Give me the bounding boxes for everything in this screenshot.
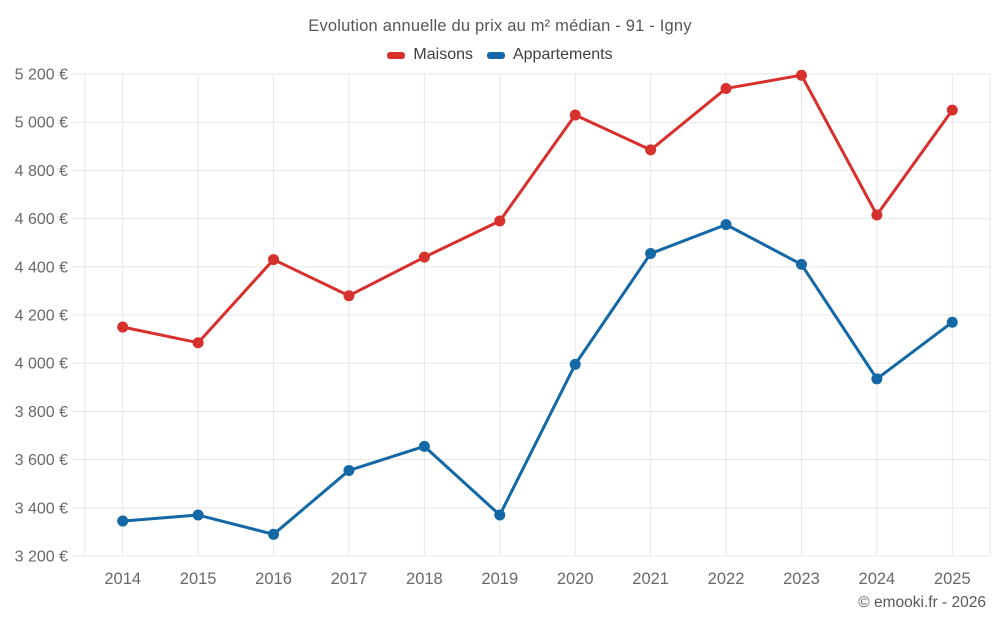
legend-swatch-maisons: [387, 51, 406, 59]
data-point-maisons-2020[interactable]: [569, 109, 581, 121]
x-tick-label: 2020: [557, 570, 594, 588]
data-point-appartements-2020[interactable]: [569, 358, 581, 370]
data-point-appartements-2023[interactable]: [795, 258, 807, 270]
legend-item-maisons[interactable]: Maisons: [387, 46, 473, 64]
data-point-maisons-2016[interactable]: [268, 254, 280, 266]
legend-label-maisons: Maisons: [413, 46, 473, 63]
data-point-appartements-2021[interactable]: [645, 248, 657, 260]
legend-item-appartements[interactable]: Appartements: [486, 46, 613, 64]
x-tick-label: 2016: [255, 570, 292, 588]
y-tick-label: 5 000 €: [15, 115, 68, 132]
x-tick-label: 2019: [481, 570, 518, 588]
data-point-appartements-2017[interactable]: [343, 464, 355, 476]
y-tick-label: 3 400 €: [15, 500, 68, 517]
data-point-appartements-2024[interactable]: [871, 373, 883, 385]
y-tick-label: 4 800 €: [15, 163, 68, 180]
data-point-maisons-2015[interactable]: [192, 337, 204, 349]
data-point-appartements-2016[interactable]: [268, 528, 280, 540]
data-point-maisons-2025[interactable]: [946, 104, 958, 116]
x-tick-label: 2025: [934, 570, 971, 588]
y-tick-label: 3 600 €: [15, 452, 68, 469]
x-tick-label: 2017: [331, 570, 368, 588]
data-point-maisons-2021[interactable]: [645, 144, 657, 156]
data-point-appartements-2015[interactable]: [192, 509, 204, 521]
legend-label-appartements: Appartements: [512, 46, 613, 63]
data-point-appartements-2022[interactable]: [720, 219, 732, 231]
x-tick-label: 2015: [180, 570, 217, 588]
data-point-maisons-2017[interactable]: [343, 290, 355, 302]
series-line-maisons: [121, 73, 954, 345]
data-point-maisons-2023[interactable]: [795, 69, 807, 81]
data-point-maisons-2024[interactable]: [871, 209, 883, 221]
data-point-maisons-2022[interactable]: [720, 82, 732, 94]
x-tick-label: 2023: [783, 570, 820, 588]
y-tick-label: 4 000 €: [15, 356, 68, 373]
data-point-appartements-2014[interactable]: [117, 515, 129, 527]
y-tick-label: 4 200 €: [15, 308, 68, 325]
footer-credit: © emooki.fr - 2026: [858, 594, 986, 611]
data-point-appartements-2025[interactable]: [946, 316, 958, 328]
y-tick-label: 3 200 €: [15, 549, 68, 566]
y-tick-label: 4 600 €: [15, 211, 68, 228]
data-point-appartements-2018[interactable]: [418, 440, 430, 452]
x-tick-label: 2021: [632, 570, 669, 588]
legend: Maisons Appartements: [0, 46, 1000, 64]
x-tick-label: 2022: [708, 570, 745, 588]
data-point-appartements-2019[interactable]: [494, 509, 506, 521]
y-tick-label: 4 400 €: [15, 259, 68, 276]
data-point-maisons-2014[interactable]: [117, 321, 129, 333]
x-tick-label: 2024: [859, 570, 896, 588]
y-tick-label: 5 200 €: [15, 67, 68, 84]
data-point-maisons-2018[interactable]: [418, 251, 430, 263]
legend-swatch-appartements: [486, 51, 505, 59]
y-tick-label: 3 800 €: [15, 404, 68, 421]
data-point-maisons-2019[interactable]: [494, 215, 506, 227]
series-line-appartements: [121, 223, 954, 536]
chart-title: Evolution annuelle du prix au m² médian …: [308, 17, 692, 35]
x-tick-label: 2014: [104, 570, 141, 588]
x-tick-label: 2018: [406, 570, 443, 588]
